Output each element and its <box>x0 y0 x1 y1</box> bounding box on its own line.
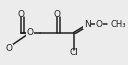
Text: N: N <box>84 20 90 29</box>
Text: O: O <box>54 10 61 19</box>
Text: CH₃: CH₃ <box>111 20 126 29</box>
Text: O: O <box>6 44 13 53</box>
Text: O: O <box>18 10 25 19</box>
Text: Cl: Cl <box>69 48 78 57</box>
Text: O: O <box>96 20 103 29</box>
Text: O: O <box>27 28 34 37</box>
